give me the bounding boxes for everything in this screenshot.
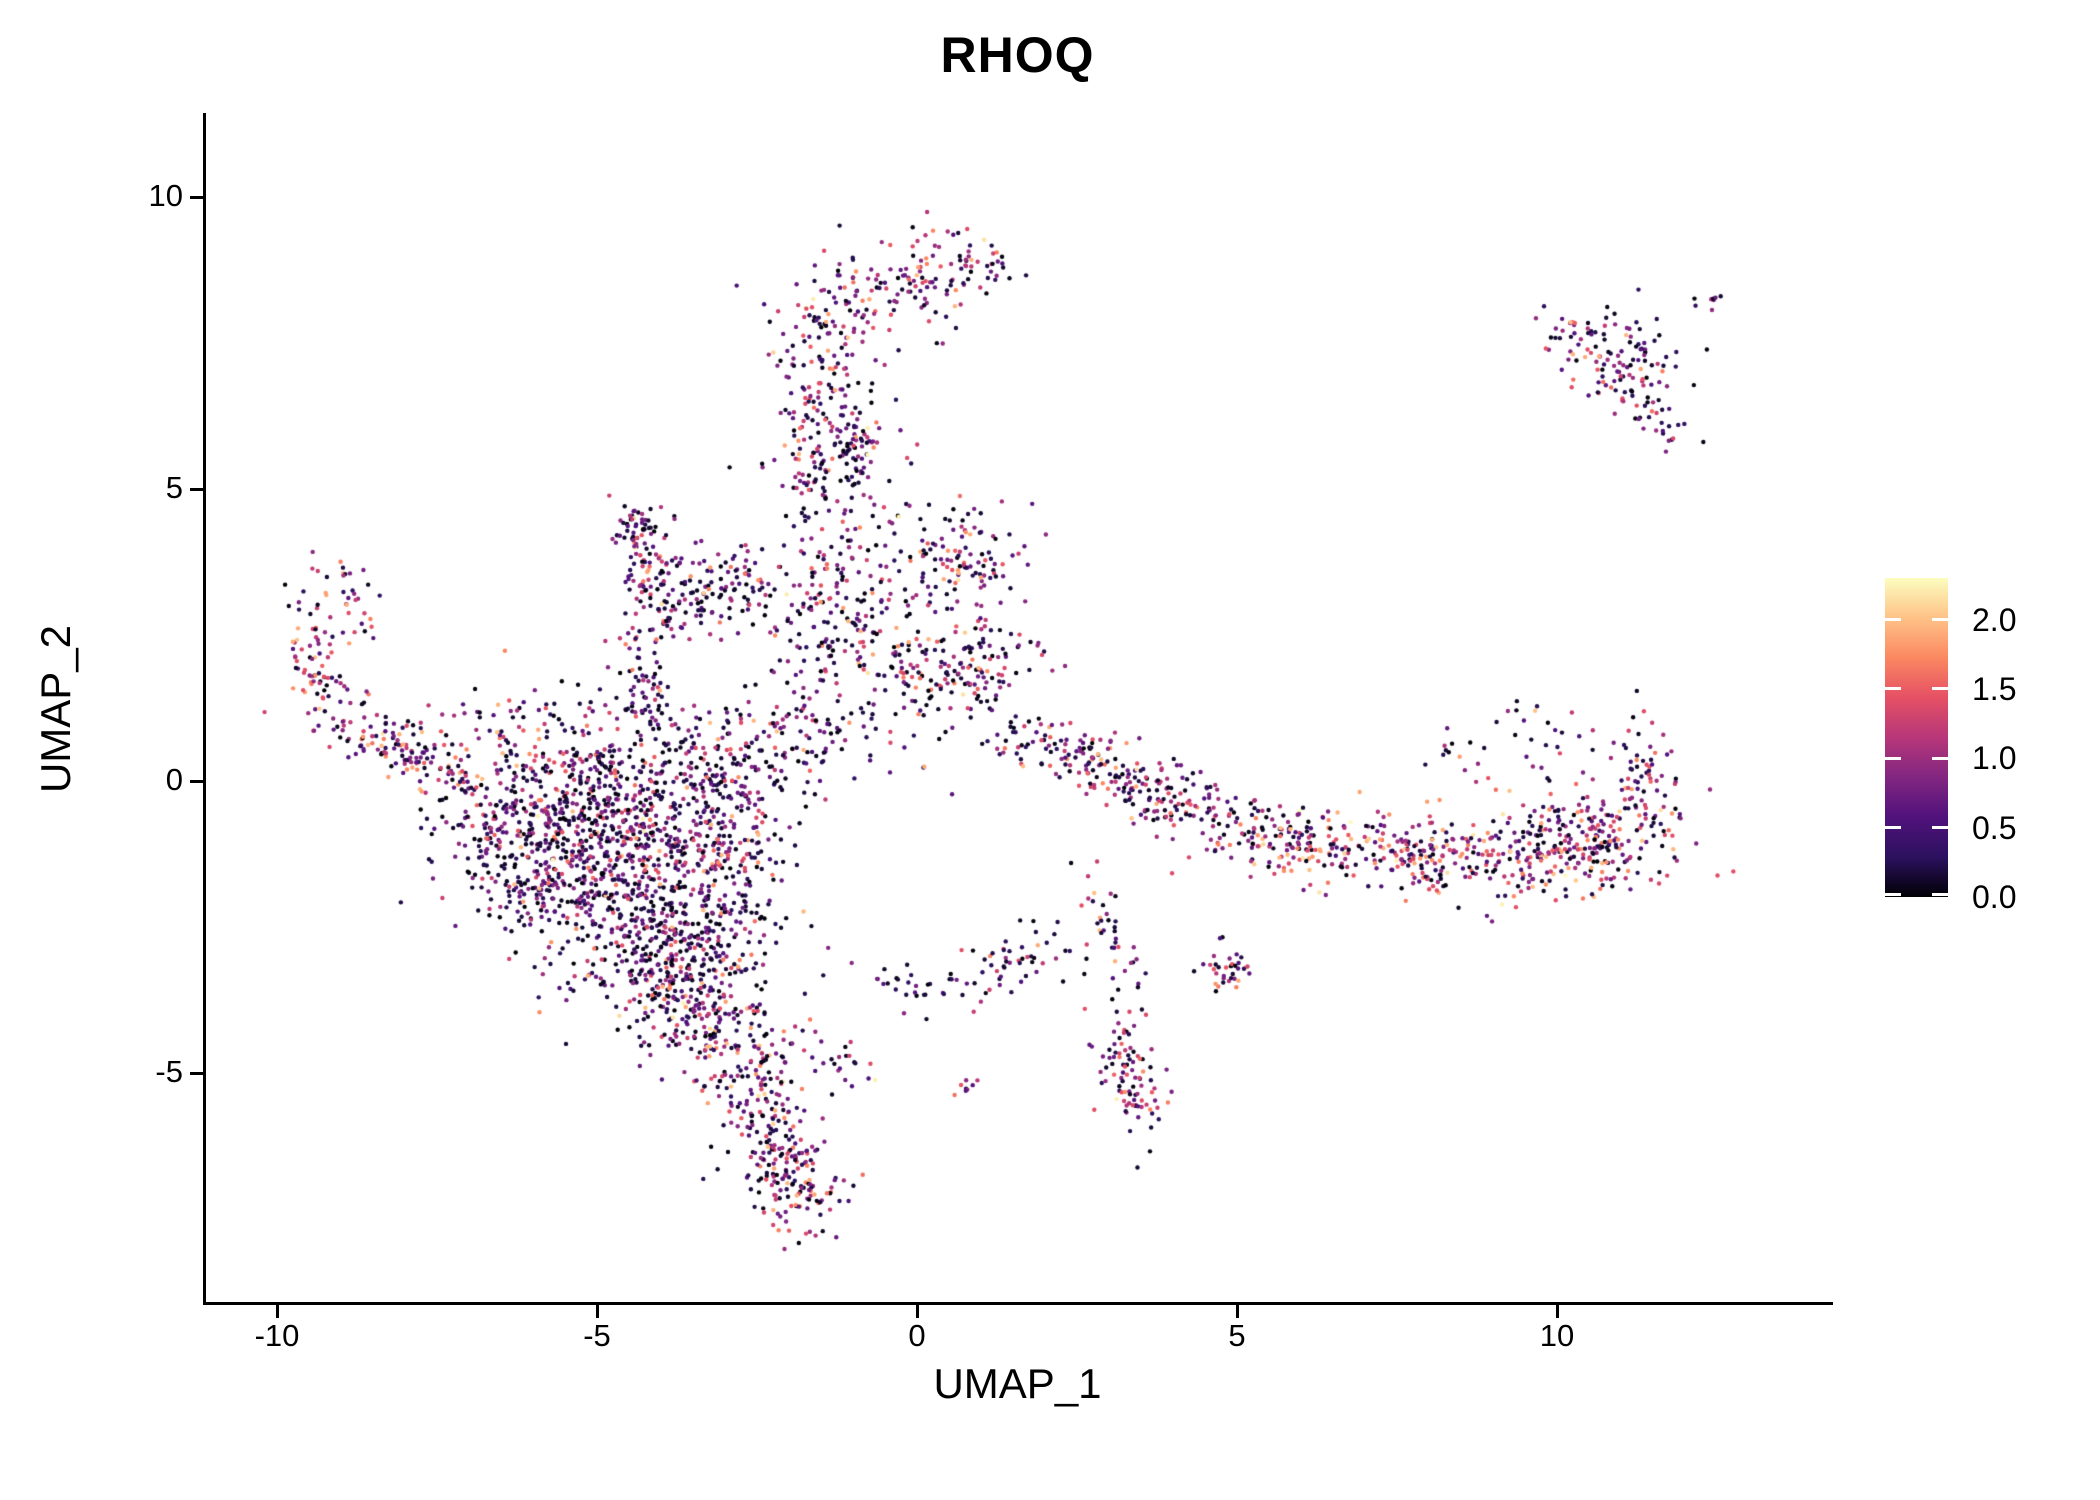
x-tick-label: 10 [1539,1318,1575,1353]
colorbar-tick-dash [1885,826,1901,830]
x-axis-title: UMAP_1 [933,1360,1102,1407]
y-axis-line [203,113,206,1305]
colorbar-tick-dash [1885,618,1901,622]
y-tick-label: -5 [155,1054,183,1089]
x-tick-mark [915,1305,919,1318]
colorbar-tick-label: 1.0 [1972,740,2017,777]
x-tick-label: 5 [1228,1318,1246,1353]
y-tick-mark [190,1071,203,1075]
x-tick-mark [1235,1305,1239,1318]
colorbar-tick-dash [1932,892,1948,896]
colorbar-tick-label: 0.5 [1972,809,2017,846]
y-tick-mark [190,487,203,491]
x-tick-label: -5 [583,1318,611,1353]
colorbar-tick-dash [1885,687,1901,691]
x-tick-mark [1555,1305,1559,1318]
colorbar-tick-dash [1885,756,1901,760]
colorbar-tick-dash [1885,892,1901,896]
y-axis-title: UMAP_2 [32,624,79,794]
plot-title: RHOQ [940,27,1095,83]
x-tick-label: -10 [254,1318,300,1353]
colorbar-tick-label: 2.0 [1972,601,2017,638]
y-tick-label: 10 [148,178,183,213]
colorbar-tick-label: 0.0 [1972,879,2017,915]
x-axis-line [203,1302,1833,1305]
colorbar-tick-dash [1932,826,1948,830]
y-tick-label: 0 [165,762,183,797]
x-tick-mark [275,1305,279,1318]
y-tick-label: 5 [165,470,183,505]
x-tick-mark [595,1305,599,1318]
x-tick-label: 0 [908,1318,926,1353]
colorbar-tick-dash [1932,756,1948,760]
y-tick-mark [190,195,203,199]
colorbar-tick-dash [1932,618,1948,622]
y-tick-mark [190,779,203,783]
colorbar-tick-label: 1.5 [1972,670,2017,707]
colorbar-gradient [1885,578,1948,897]
colorbar-tick-dash [1932,687,1948,691]
